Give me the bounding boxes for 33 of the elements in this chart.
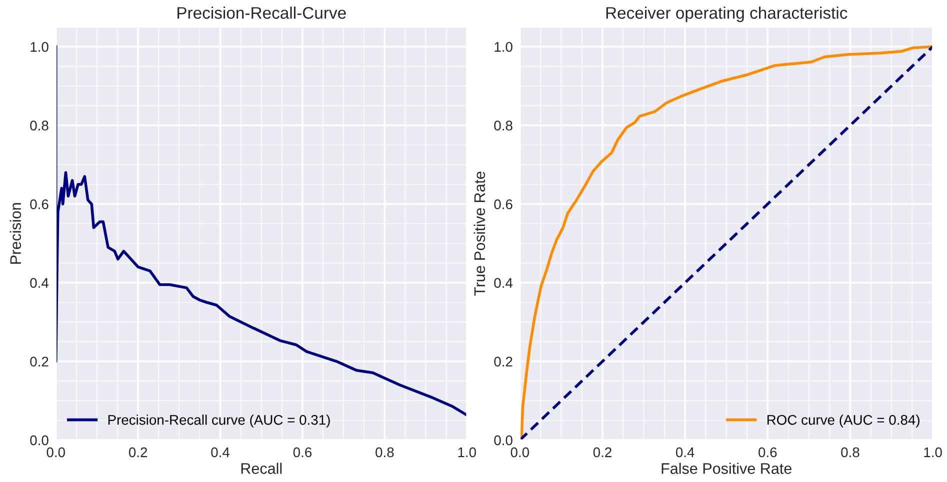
y-tick-label: 0.2 — [30, 356, 48, 367]
x-tick-label: 0.4 — [676, 447, 694, 458]
x-tick-label: 0.0 — [46, 447, 65, 458]
chart-title: Receiver operating characteristic — [606, 6, 848, 22]
x-axis-title: Recall — [241, 462, 282, 474]
y-tick-label: 0.8 — [30, 120, 48, 131]
x-axis-title: False Positive Rate — [662, 462, 792, 474]
y-axis-title: Precision — [10, 203, 22, 264]
y-tick-label: 0.0 — [30, 435, 48, 446]
y-axis-title: True Positive Rate — [474, 172, 486, 296]
x-tick-label: 0.8 — [376, 447, 394, 458]
legend-label: Precision-Recall curve (AUC = 0.31) — [108, 414, 330, 428]
y-tick-label: 0.8 — [494, 120, 512, 131]
y-tick-label: 0.4 — [30, 278, 49, 288]
y-tick-label: 0.6 — [30, 199, 48, 210]
x-tick-label: 0.6 — [758, 447, 777, 458]
y-tick-label: 1.0 — [30, 42, 48, 52]
x-tick-label: 0.2 — [593, 447, 612, 458]
y-tick-label: 0.0 — [494, 435, 512, 446]
y-tick-label: 0.4 — [494, 278, 513, 288]
x-tick-label: 0.8 — [841, 447, 860, 458]
chart-title: Precision-Recall-Curve — [178, 6, 346, 19]
y-tick-label: 1.0 — [494, 42, 512, 52]
line-series — [56, 45, 467, 416]
x-tick-label: 1.0 — [458, 447, 476, 458]
x-tick-label: 0.4 — [211, 447, 230, 458]
y-tick-label: 0.6 — [494, 199, 512, 210]
x-tick-label: 0.6 — [293, 447, 312, 458]
x-tick-label: 0.0 — [510, 447, 530, 458]
x-tick-label: 0.2 — [128, 447, 148, 458]
legend-label: ROC curve (AUC = 0.84) — [767, 414, 920, 428]
y-tick-label: 0.2 — [494, 356, 512, 367]
x-tick-label: 1.0 — [924, 447, 942, 458]
